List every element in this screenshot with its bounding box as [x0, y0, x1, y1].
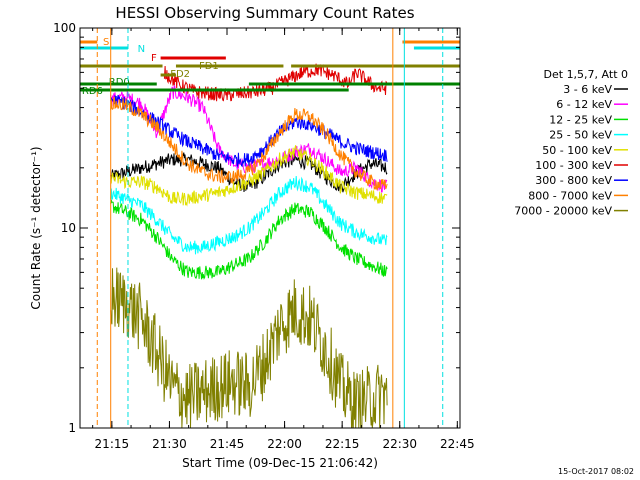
x-tick-label-4: 22:15	[325, 437, 360, 451]
x-tick-label-2: 21:45	[210, 437, 245, 451]
state-bar-label-FD1: FD1	[199, 61, 219, 72]
series-line-3	[110, 175, 388, 255]
legend-label-7: 800 - 7000 keV	[528, 189, 612, 202]
axis-ticks: 21:15 21:30 21:45 22:00 22:15 22:30 22:45 1 10 10…	[53, 21, 475, 451]
series-line-4	[110, 145, 388, 207]
y-tick-label-2: 100	[53, 21, 76, 35]
x-tick-label-1: 21:30	[152, 437, 187, 451]
state-bar-label-FD2: FD2	[170, 69, 190, 80]
y-axis-label: Count Rate (s⁻¹ detector⁻¹)	[29, 146, 43, 309]
y-tick-label-0: 1	[68, 421, 76, 435]
x-tick-label-3: 22:00	[267, 437, 302, 451]
legend-label-3: 25 - 50 keV	[549, 129, 612, 142]
vertical-markers-layer	[96, 28, 444, 428]
series-line-7	[110, 96, 388, 191]
legend: 3 - 6 keV 6 - 12 keV 12 - 25 keV 25 - 50 ke…	[514, 83, 628, 218]
state-bar-label-S: S	[103, 37, 109, 48]
x-tick-label-0: 21:15	[95, 437, 130, 451]
legend-label-6: 300 - 800 keV	[535, 174, 612, 187]
legend-label-2: 12 - 25 keV	[549, 113, 612, 126]
x-axis-label: Start Time (09-Dec-15 21:06:42)	[182, 456, 378, 470]
series-line-2	[110, 199, 388, 280]
timestamp: 15-Oct-2017 08:02	[558, 467, 634, 476]
state-bar-label-F: F	[151, 53, 157, 64]
chart-title: HESSI Observing Summary Count Rates	[115, 4, 414, 22]
legend-title: Det 1,5,7, Att 0	[544, 68, 628, 81]
state-bar-label-N: N	[138, 44, 145, 55]
series-layer	[110, 63, 388, 429]
x-tick-label-5: 22:30	[382, 437, 417, 451]
legend-label-0: 3 - 6 keV	[563, 83, 612, 96]
y-tick-label-1: 10	[61, 221, 76, 235]
state-bars-layer: S NF FD1 FD2 RD0 RD6	[80, 37, 460, 97]
series-line-5	[163, 63, 388, 102]
x-tick-label-6: 22:45	[440, 437, 475, 451]
state-bar-label-RD0: RD0	[109, 77, 130, 88]
legend-label-8: 7000 - 20000 keV	[514, 205, 612, 218]
state-bar-label-RD6: RD6	[82, 86, 103, 97]
series-line-8	[110, 267, 388, 429]
legend-label-5: 100 - 300 keV	[535, 159, 612, 172]
legend-label-4: 50 - 100 keV	[542, 144, 612, 157]
legend-label-1: 6 - 12 keV	[556, 98, 612, 111]
